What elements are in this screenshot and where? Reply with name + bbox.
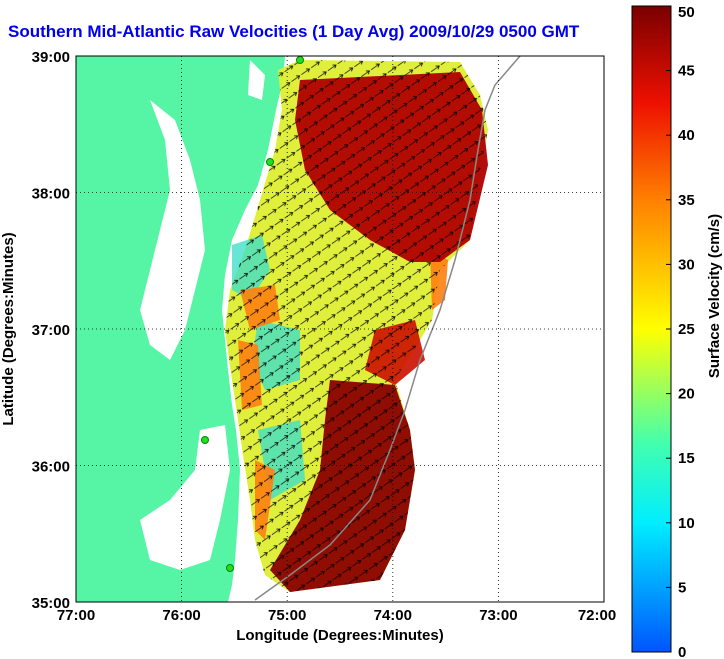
colorbar-tick-label: 10 — [678, 515, 695, 532]
x-tick-label: 75:00 — [268, 607, 306, 624]
x-tick-label: 76:00 — [162, 607, 200, 624]
grid-lines — [76, 56, 604, 602]
y-tick-label: 39:00 — [32, 49, 70, 66]
y-tick-label: 37:00 — [32, 322, 70, 339]
colorbar-tick-label: 20 — [678, 386, 695, 403]
x-axis-label: Longitude (Degrees:Minutes) — [236, 627, 444, 644]
x-tick-label: 77:00 — [57, 607, 95, 624]
velocity-arrows — [225, 60, 488, 592]
colorbar-tick-label: 5 — [678, 579, 686, 596]
x-tick-label: 74:00 — [374, 607, 412, 624]
colorbar-tick-label: 45 — [678, 63, 695, 80]
radar-station — [266, 158, 274, 166]
colorbar-tick-label: 35 — [678, 192, 695, 209]
y-tick-label: 38:00 — [32, 186, 70, 203]
x-tick-label: 72:00 — [578, 607, 616, 624]
colorbar-tick-label: 15 — [678, 450, 695, 467]
delaware-bay — [248, 60, 265, 100]
map-title: Southern Mid-Atlantic Raw Velocities (1 … — [8, 22, 580, 41]
chesapeake-bay — [140, 100, 205, 360]
colorbar-tick-label: 40 — [678, 127, 695, 144]
plot-frame — [75, 55, 605, 603]
radar-station — [226, 564, 234, 572]
y-tick-label: 35:00 — [32, 595, 70, 612]
colorbar — [631, 5, 672, 653]
colorbar-tick-label: 25 — [678, 321, 695, 338]
x-tick-label: 73:00 — [479, 607, 517, 624]
y-tick-label: 36:00 — [32, 459, 70, 476]
isobath-line — [254, 56, 521, 601]
y-axis-label: Latitude (Degrees:Minutes) — [0, 232, 17, 425]
colorbar-tick-label: 0 — [678, 644, 686, 659]
sound-water — [140, 425, 230, 570]
colorbar-tick-label: 50 — [678, 4, 695, 21]
colorbar-tick-label: 30 — [678, 256, 695, 273]
radar-station — [296, 56, 304, 64]
colorbar-ticks: 0 5 10 15 20 25 30 35 40 45 50 — [666, 4, 695, 659]
radar-station — [201, 436, 209, 444]
colorbar-label: Surface Velocity (cm/s) — [706, 214, 723, 378]
